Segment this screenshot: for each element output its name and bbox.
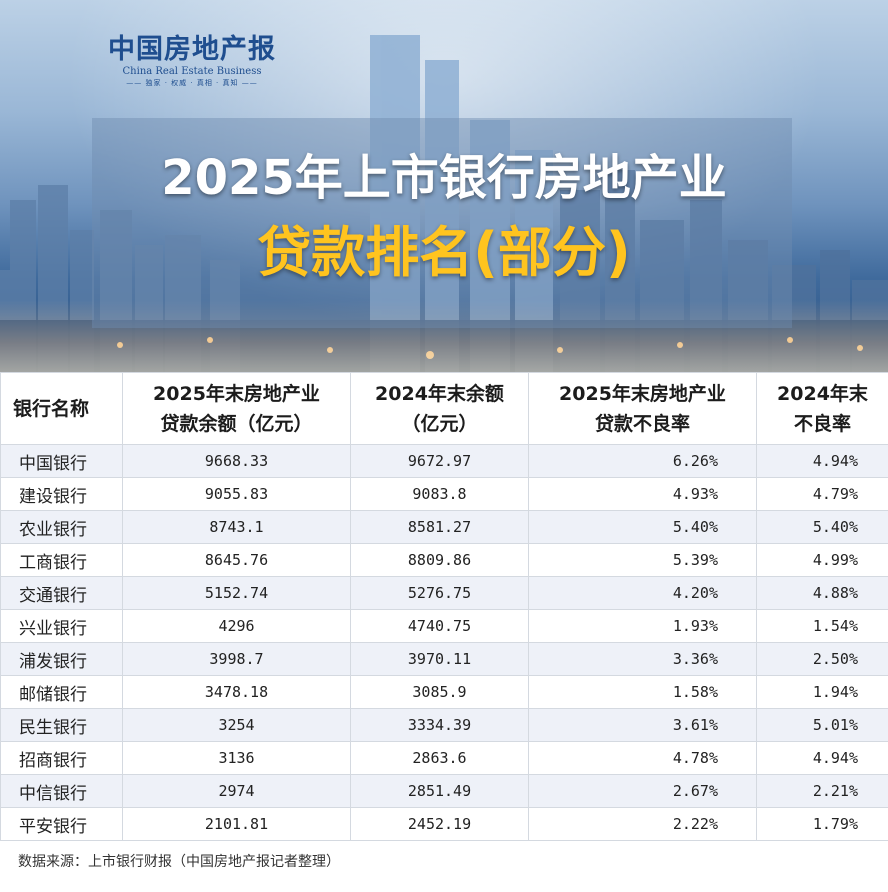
cell-bank-name: 民生银行	[0, 708, 123, 742]
header-bank-name: 银行名称	[0, 372, 123, 445]
cell-2024-balance: 3334.39	[350, 708, 529, 742]
table-body: 中国银行 9668.33 9672.97 6.26% 4.94% 建设银行 9055.83 9…	[0, 444, 888, 841]
table-row: 交通银行 5152.74 5276.75 4.20% 4.88%	[0, 576, 888, 610]
cell-2024-npl-rate: 4.94%	[756, 741, 888, 775]
header-2024-npl-rate: 2024年末 不良率	[756, 372, 888, 445]
page-title-line2: 贷款排名(部分)	[257, 221, 631, 284]
cell-2024-npl-rate: 1.79%	[756, 807, 888, 841]
loan-ranking-table-container: 银行名称 2025年末房地产业 贷款余额（亿元） 2024年末余额 （亿元） 2…	[0, 372, 888, 841]
horizon-haze	[0, 300, 888, 372]
cell-2024-balance: 2851.49	[350, 774, 529, 808]
cell-2025-balance: 3478.18	[122, 675, 351, 709]
cell-2025-npl-rate: 6.26%	[528, 444, 757, 478]
cell-2025-npl-rate: 1.58%	[528, 675, 757, 709]
cell-2024-balance: 9672.97	[350, 444, 529, 478]
cell-bank-name: 建设银行	[0, 477, 123, 511]
table-row: 中信银行 2974 2851.49 2.67% 2.21%	[0, 774, 888, 808]
cell-2024-npl-rate: 1.54%	[756, 609, 888, 643]
header-2025-balance: 2025年末房地产业 贷款余额（亿元）	[122, 372, 351, 445]
table-row: 民生银行 3254 3334.39 3.61% 5.01%	[0, 708, 888, 742]
cell-2024-balance: 3085.9	[350, 675, 529, 709]
cell-2024-npl-rate: 2.50%	[756, 642, 888, 676]
cell-2025-npl-rate: 1.93%	[528, 609, 757, 643]
cell-2024-balance: 2863.6	[350, 741, 529, 775]
table-row: 工商银行 8645.76 8809.86 5.39% 4.99%	[0, 543, 888, 577]
cell-2025-balance: 3136	[122, 741, 351, 775]
data-source-note: 数据来源：上市银行财报（中国房地产报记者整理）	[18, 854, 340, 870]
cell-2024-npl-rate: 2.21%	[756, 774, 888, 808]
cell-2025-balance: 9668.33	[122, 444, 351, 478]
cell-2025-balance: 3254	[122, 708, 351, 742]
table-row: 中国银行 9668.33 9672.97 6.26% 4.94%	[0, 444, 888, 478]
page-title-line1: 2025年上市银行房地产业	[161, 150, 727, 206]
cell-2025-balance: 5152.74	[122, 576, 351, 610]
cell-2025-balance: 3998.7	[122, 642, 351, 676]
cell-bank-name: 农业银行	[0, 510, 123, 544]
table-header-row: 银行名称 2025年末房地产业 贷款余额（亿元） 2024年末余额 （亿元） 2…	[0, 372, 888, 445]
cell-2024-balance: 9083.8	[350, 477, 529, 511]
header-2025-npl-rate: 2025年末房地产业 贷款不良率	[528, 372, 757, 445]
cell-2024-balance: 8809.86	[350, 543, 529, 577]
cell-2025-balance: 4296	[122, 609, 351, 643]
cell-2025-npl-rate: 2.22%	[528, 807, 757, 841]
cell-2024-npl-rate: 1.94%	[756, 675, 888, 709]
cell-bank-name: 工商银行	[0, 543, 123, 577]
cell-2025-balance: 8743.1	[122, 510, 351, 544]
cell-2024-npl-rate: 4.94%	[756, 444, 888, 478]
cell-bank-name: 浦发银行	[0, 642, 123, 676]
cell-bank-name: 兴业银行	[0, 609, 123, 643]
cell-2024-balance: 4740.75	[350, 609, 529, 643]
cell-2024-npl-rate: 4.88%	[756, 576, 888, 610]
cell-bank-name: 中信银行	[0, 774, 123, 808]
cell-2024-npl-rate: 5.01%	[756, 708, 888, 742]
cell-2025-balance: 8645.76	[122, 543, 351, 577]
cell-2024-npl-rate: 4.99%	[756, 543, 888, 577]
table-row: 建设银行 9055.83 9083.8 4.93% 4.79%	[0, 477, 888, 511]
loan-ranking-table: 银行名称 2025年末房地产业 贷款余额（亿元） 2024年末余额 （亿元） 2…	[0, 372, 888, 841]
brand-slogan: —— 独家 · 权威 · 真相 · 真知 ——	[126, 79, 258, 87]
cell-2025-npl-rate: 3.36%	[528, 642, 757, 676]
cell-2025-npl-rate: 4.20%	[528, 576, 757, 610]
cell-bank-name: 招商银行	[0, 741, 123, 775]
cell-bank-name: 中国银行	[0, 444, 123, 478]
brand-logo: 中国房地产报 China Real Estate Business —— 独家 …	[92, 34, 292, 88]
cell-2025-npl-rate: 4.93%	[528, 477, 757, 511]
cell-2024-balance: 8581.27	[350, 510, 529, 544]
cell-2024-balance: 5276.75	[350, 576, 529, 610]
cell-2024-balance: 2452.19	[350, 807, 529, 841]
banner: 中国房地产报 China Real Estate Business —— 独家 …	[0, 0, 888, 372]
cell-bank-name: 邮储银行	[0, 675, 123, 709]
cell-2024-balance: 3970.11	[350, 642, 529, 676]
table-row: 兴业银行 4296 4740.75 1.93% 1.54%	[0, 609, 888, 643]
brand-name-cn: 中国房地产报	[108, 34, 276, 65]
cell-2024-npl-rate: 4.79%	[756, 477, 888, 511]
cell-2024-npl-rate: 5.40%	[756, 510, 888, 544]
cell-2025-npl-rate: 5.40%	[528, 510, 757, 544]
cell-2025-npl-rate: 2.67%	[528, 774, 757, 808]
cell-2025-balance: 2101.81	[122, 807, 351, 841]
table-row: 邮储银行 3478.18 3085.9 1.58% 1.94%	[0, 675, 888, 709]
table-row: 农业银行 8743.1 8581.27 5.40% 5.40%	[0, 510, 888, 544]
brand-name-en: China Real Estate Business	[122, 66, 262, 77]
cell-2025-balance: 9055.83	[122, 477, 351, 511]
cell-2025-balance: 2974	[122, 774, 351, 808]
cell-2025-npl-rate: 3.61%	[528, 708, 757, 742]
title-panel	[92, 118, 792, 328]
table-row: 平安银行 2101.81 2452.19 2.22% 1.79%	[0, 807, 888, 841]
table-row: 浦发银行 3998.7 3970.11 3.36% 2.50%	[0, 642, 888, 676]
cell-2025-npl-rate: 5.39%	[528, 543, 757, 577]
header-2024-balance: 2024年末余额 （亿元）	[350, 372, 529, 445]
cell-bank-name: 平安银行	[0, 807, 123, 841]
table-row: 招商银行 3136 2863.6 4.78% 4.94%	[0, 741, 888, 775]
cell-2025-npl-rate: 4.78%	[528, 741, 757, 775]
cell-bank-name: 交通银行	[0, 576, 123, 610]
